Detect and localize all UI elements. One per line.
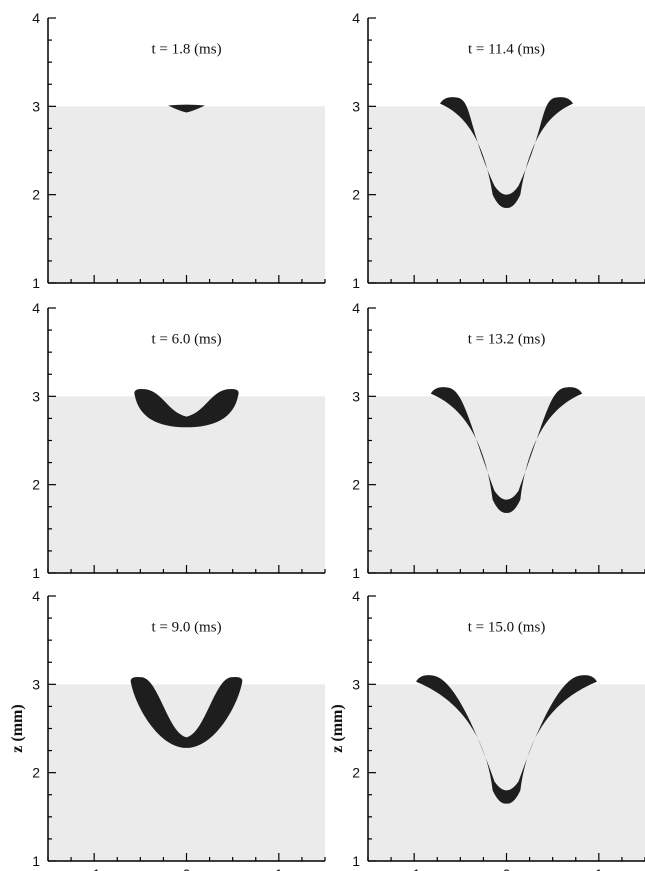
panel-time-label: t = 13.2 (ms) [468, 331, 546, 347]
panel: 1 2 3 4 t = 13.2 (ms) [352, 300, 645, 581]
y-tick-label: 4 [32, 588, 40, 604]
y-tick-label: 2 [352, 765, 360, 781]
y-tick-label: 2 [352, 477, 360, 493]
liquid-region [368, 396, 645, 573]
y-tick-label: 4 [32, 10, 40, 26]
y-tick-label: 3 [352, 388, 360, 404]
y-tick-label: 3 [352, 676, 360, 692]
panel-time-label: t = 9.0 (ms) [151, 619, 221, 635]
panel-time-label: t = 15.0 (ms) [468, 619, 546, 635]
liquid-region [48, 106, 325, 283]
y-tick-label: 4 [352, 10, 360, 26]
y-tick-label: 1 [352, 565, 360, 581]
liquid-region [368, 684, 645, 861]
y-tick-label: 2 [32, 187, 40, 203]
y-tick-label: 3 [32, 388, 40, 404]
cavity-shape [134, 388, 239, 428]
y-tick-label: 1 [352, 275, 360, 291]
panel-time-label: t = 1.8 (ms) [151, 41, 221, 57]
x-tick-label: 0 [503, 866, 511, 871]
x-tick-label: 1 [275, 866, 283, 871]
cavity-shape [130, 676, 243, 748]
cavity-shape [416, 675, 597, 804]
panel: 1 2 3 4 t = 11.4 (ms) [352, 10, 645, 291]
panel: 1 2 3 4 t = 6.0 (ms) [32, 300, 326, 581]
cavity-shape [168, 104, 205, 113]
y-tick-label: 1 [352, 853, 360, 869]
panels: 1 2 3 4 t = 1.8 (ms) 1 2 3 4 t = 11.4 (ms) 1 2 3 4 t =… [9, 10, 645, 871]
x-tick-label: -1 [88, 866, 101, 871]
cavity-shape [430, 387, 583, 513]
y-axis-title: z (mm) [9, 704, 26, 752]
y-tick-label: 1 [32, 275, 40, 291]
y-axis-title: z (mm) [329, 704, 346, 752]
y-tick-label: 1 [32, 853, 40, 869]
panel: 1 2 3 4 t = 1.8 (ms) [32, 10, 326, 291]
y-tick-label: 4 [32, 300, 40, 316]
panel-time-label: t = 11.4 (ms) [468, 41, 545, 57]
y-tick-label: 1 [32, 565, 40, 581]
x-tick-label: 1 [595, 866, 603, 871]
y-tick-label: 2 [32, 765, 40, 781]
y-tick-label: 3 [32, 98, 40, 114]
y-tick-label: 3 [352, 98, 360, 114]
y-tick-label: 4 [352, 300, 360, 316]
liquid-region [48, 684, 325, 861]
y-tick-label: 4 [352, 588, 360, 604]
x-tick-label: 0 [183, 866, 191, 871]
panel-time-label: t = 6.0 (ms) [151, 331, 221, 347]
x-tick-label: -1 [408, 866, 421, 871]
y-tick-label: 2 [352, 187, 360, 203]
y-tick-label: 2 [32, 477, 40, 493]
cavity-shape [440, 97, 573, 208]
y-tick-label: 3 [32, 676, 40, 692]
